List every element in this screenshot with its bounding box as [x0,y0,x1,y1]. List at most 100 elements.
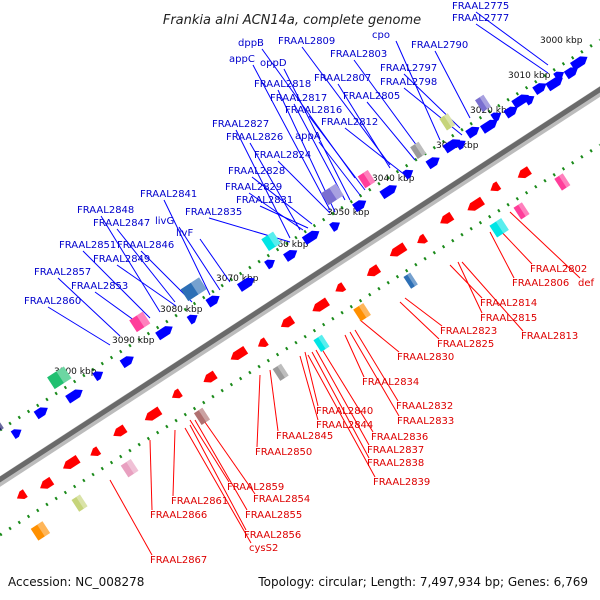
leader-line [461,261,524,332]
feature-label-reverse: FRAAL2834 [362,377,419,388]
forward-gene-arrow [402,169,414,180]
forward-gene-arrow [264,259,275,270]
forward-gene-arrow [563,67,578,80]
reverse-gene-arrow [113,424,128,437]
forward-gene-arrow [205,295,220,308]
feature-label-forward: FRAAL2831 [236,195,293,206]
feature-label-forward: FRAAL2812 [321,117,378,128]
scale-label: 3040 kbp [372,174,415,184]
feature-label-reverse: FRAAL2825 [437,339,494,350]
scale-track-inner [0,143,600,537]
leader-line [457,261,483,314]
reverse-gene-arrow [16,489,28,500]
forward-gene-arrow [454,140,466,151]
feature-box [193,407,210,425]
forward-gene-arrow [532,83,547,96]
feature-box [513,202,530,220]
feature-label-forward: FRAAL2805 [343,91,400,102]
leader-line [57,277,121,337]
feature-box [120,459,139,478]
feature-label-reverse: FRAAL2840 [316,406,373,417]
feature-label-reverse: FRAAL2838 [367,458,424,469]
feature-label-reverse: FRAAL2837 [367,445,424,456]
feature-label-forward: appA [295,131,321,142]
feature-label-reverse: FRAAL2814 [480,298,537,309]
reverse-gene-arrow [440,211,455,224]
leader-line [184,427,252,544]
feature-label-reverse: FRAAL2839 [373,477,430,488]
leader-line [149,439,153,511]
feature-box [320,183,344,206]
feature-box [403,272,418,289]
feature-label-reverse: FRAAL2830 [397,352,454,363]
scale-label: 3050 kbp [327,208,370,218]
feature-label-reverse: FRAAL2806 [512,278,569,289]
feature-label-reverse: def [578,278,595,289]
forward-gene-arrow [33,407,48,420]
feature-label-forward: FRAAL2798 [380,77,437,88]
leader-line [315,349,370,446]
feature-label-reverse: FRAAL2850 [255,447,312,458]
backbone [0,86,600,487]
feature-label-forward: FRAAL2835 [185,207,242,218]
leader-line [235,129,291,239]
reverse-gene-arrow [280,315,296,328]
forward-gene-arrow [479,119,498,134]
leader-line [307,354,376,478]
leader-lines [47,11,581,556]
accession-text: Accession: NC_008278 [8,575,144,589]
feature-label-forward: FRAAL2817 [270,93,327,104]
feature-box [439,113,456,131]
leader-line [116,264,177,307]
feature-box [30,521,51,541]
feature-label-reverse: FRAAL2866 [150,510,207,521]
feature-label-forward: FRAAL2827 [212,119,269,130]
reverse-gene-arrow [366,264,382,277]
feature-label-forward: livF [176,228,193,239]
feature-box [272,363,289,381]
leader-line [475,23,549,74]
leader-line [353,59,421,151]
reverse-gene-arrow [144,406,163,421]
feature-label-forward: FRAAL2851 [59,240,116,251]
leader-line [109,479,153,556]
feature-label-forward: livG [155,216,174,227]
feature-label-forward: FRAAL2790 [411,40,468,51]
feature-label-forward: dppB [238,38,264,49]
leader-line [337,83,391,169]
leader-line [509,211,581,279]
leader-line [475,11,549,66]
feature-label-reverse: FRAAL2823 [440,326,497,337]
feature-label-reverse: FRAAL2854 [253,494,310,505]
leader-line [311,351,370,459]
feature-box [353,303,371,322]
feature-label-forward: cpo [372,30,390,41]
leader-line [308,115,366,191]
scale-label: 3010 kbp [508,71,551,81]
reverse-gene-arrow [171,388,183,399]
feature-label-forward: FRAAL2818 [254,79,311,90]
scale-label: 3100 kbp [54,367,97,377]
reverse-gene-arrow [90,446,102,457]
feature-label-forward: FRAAL2828 [228,166,285,177]
feature-box [0,416,4,432]
leader-line [344,334,365,378]
forward-gene-arrow [186,314,198,325]
reverse-gene-arrow [203,370,218,383]
feature-box [475,94,492,112]
feature-box [489,218,509,238]
reverse-gene-arrow [63,454,81,470]
leader-line [47,306,111,346]
leader-line [344,127,406,176]
feature-label-forward: FRAAL2797 [380,63,437,74]
feature-label-reverse: FRAAL2836 [371,432,428,443]
feature-label-forward: FRAAL2848 [77,205,134,216]
feature-label-forward: FRAAL2853 [71,281,128,292]
leader-line [318,141,361,196]
forward-gene-arrow [65,389,83,404]
feature-label-reverse: FRAAL2815 [480,313,537,324]
feature-box [180,277,207,302]
forward-gene-arrow [92,371,104,382]
feature-label-forward: FRAAL2803 [330,49,387,60]
